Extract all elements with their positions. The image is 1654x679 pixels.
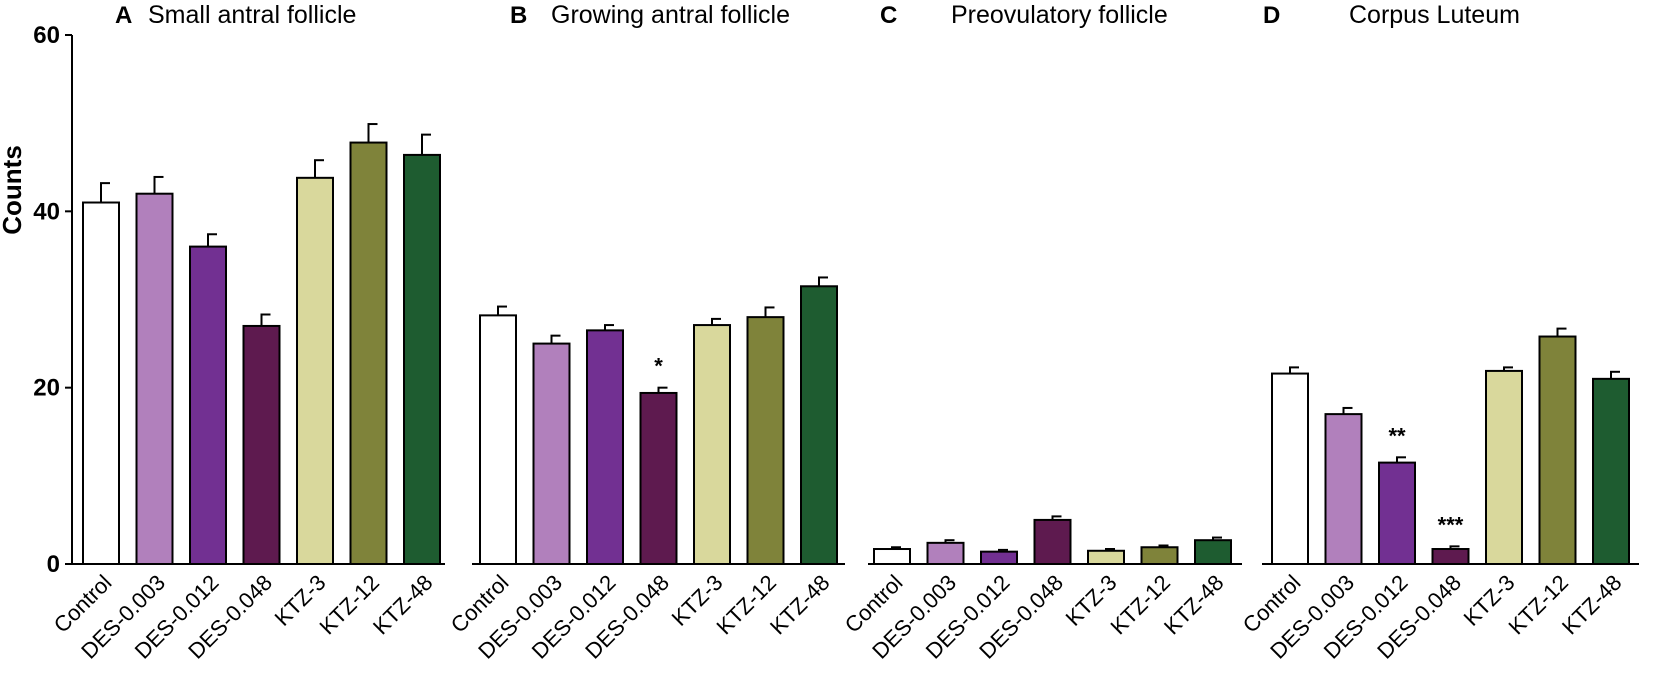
category-label: KTZ-48	[765, 570, 835, 640]
category-label: KTZ-12	[1503, 570, 1573, 640]
category-label: KTZ-12	[1105, 570, 1175, 640]
y-axis: 0 20 40 60	[33, 22, 73, 578]
y-axis-label: Counts	[0, 145, 27, 235]
y-tick-label: 40	[33, 198, 60, 225]
panel-d: D Corpus LuteumControlDES-0.003**DES-0.01…	[1238, 1, 1639, 664]
bar-des-0.048	[242, 324, 281, 566]
bar-des-0.003	[1324, 413, 1363, 565]
bar-ktz-48	[800, 285, 838, 565]
bar-ktz-48	[403, 153, 441, 565]
significance-marker: **	[1388, 423, 1406, 448]
bar-ktz-12	[1140, 546, 1179, 566]
bar-des-0.012	[586, 329, 624, 565]
panel-c: C Preovulatory follicleControlDES-0.003DE…	[840, 1, 1242, 664]
significance-marker: *	[654, 354, 663, 379]
bar-des-0.048	[1431, 548, 1470, 565]
category-label: KTZ-12	[314, 570, 384, 640]
bar-ktz-48	[1194, 539, 1232, 566]
bar-des-0.003	[926, 541, 965, 566]
bar-ktz-3	[1485, 369, 1523, 566]
category-label: KTZ-48	[1557, 570, 1627, 640]
category-label: KTZ-12	[711, 570, 781, 640]
panel-letter: A	[115, 2, 132, 29]
bar-ktz-12	[746, 316, 785, 565]
panel-title: Growing antral follicle	[551, 1, 790, 29]
bar-control	[82, 201, 120, 565]
panel-title: Small antral follicle	[148, 1, 356, 29]
panel-title: Preovulatory follicle	[951, 1, 1168, 29]
bar-ktz-3	[1087, 549, 1125, 566]
panel-b: B Growing antral follicleControlDES-0.003…	[446, 1, 845, 664]
panel-a: A Small antral follicleControlDES-0.003DE…	[49, 1, 445, 664]
bar-des-0.012	[189, 245, 227, 565]
bar-des-0.003	[532, 342, 571, 566]
bar-ktz-12	[1538, 335, 1577, 565]
bar-des-0.003	[135, 192, 174, 565]
bar-ktz-3	[693, 324, 731, 565]
bar-control	[873, 548, 911, 565]
bar-des-0.048	[1033, 518, 1072, 566]
bar-control	[479, 314, 517, 565]
bar-des-0.012	[1378, 461, 1416, 566]
category-label: KTZ-48	[1159, 570, 1229, 640]
y-tick-label: 20	[33, 375, 60, 402]
panel-title: Corpus Luteum	[1349, 1, 1520, 29]
significance-marker: ***	[1438, 512, 1464, 537]
panel-letter: C	[880, 2, 897, 29]
category-label: KTZ-48	[368, 570, 438, 640]
bar-des-0.012	[980, 550, 1018, 566]
y-tick-label: 60	[33, 22, 60, 49]
panel-letter: D	[1263, 2, 1280, 29]
bar-des-0.048	[639, 391, 678, 565]
bar-ktz-3	[296, 176, 334, 566]
panels: A Small antral follicleControlDES-0.003DE…	[49, 1, 1639, 664]
bar-ktz-12	[349, 141, 388, 566]
bar-control	[1271, 372, 1309, 565]
panel-letter: B	[510, 2, 527, 29]
bar-ktz-48	[1592, 377, 1630, 565]
y-tick-label: 0	[47, 551, 60, 578]
